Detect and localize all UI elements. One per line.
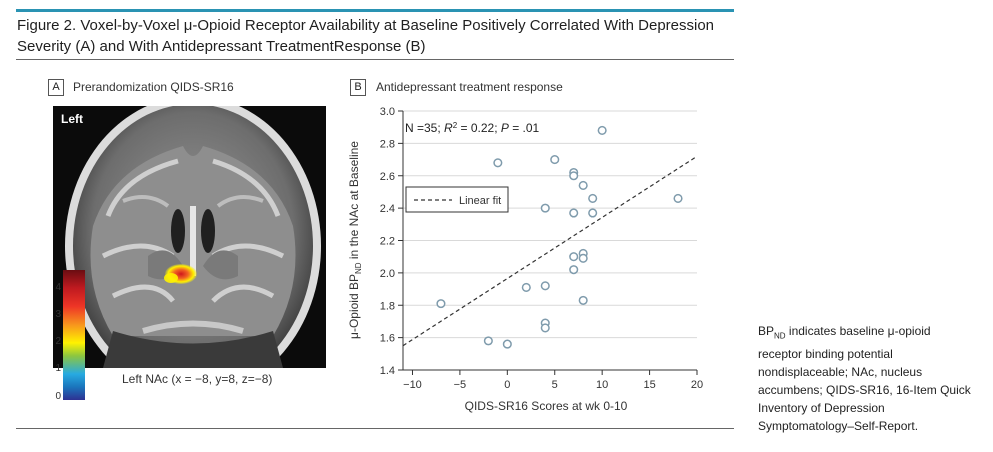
data-point (569, 252, 579, 262)
annotation-p-label: P (501, 121, 509, 135)
x-tick-label: −5 (454, 379, 467, 391)
data-point (569, 208, 579, 218)
x-tick-label: 10 (596, 379, 608, 391)
colorbar (63, 270, 85, 400)
footnote-bp: BP (758, 324, 775, 338)
brain-mri-drawing (65, 106, 321, 368)
data-point (521, 282, 531, 292)
data-point (540, 203, 550, 213)
point-layer (436, 125, 683, 349)
x-tick-label: 5 (552, 379, 558, 391)
data-point (578, 253, 588, 263)
x-tick-label: −10 (403, 379, 422, 391)
y-tick-label: 2.2 (380, 236, 395, 248)
data-point (588, 193, 598, 203)
y-tick-label: 2.0 (380, 268, 395, 280)
x-axis-label: QIDS-SR16 Scores at wk 0-10 (465, 399, 628, 413)
title-top-rule (16, 9, 734, 12)
title-bottom-rule (16, 59, 734, 60)
axis-layer: 1.4 1.6 1.8 2.0 2.2 2.4 2.6 2.8 3.0 −10 −5 0 5 10 15 20 (380, 106, 703, 391)
data-point (550, 155, 560, 165)
colorbar-tick-4: 4 (55, 282, 61, 293)
y-tick-label: 2.8 (380, 138, 395, 150)
stats-annotation: N =35; R2 = 0.22; P = .01 (405, 121, 540, 136)
x-tick-label: 0 (504, 379, 510, 391)
data-point (569, 265, 579, 275)
data-point (569, 171, 579, 181)
data-point (578, 295, 588, 305)
annotation-p-value: = .01 (509, 121, 540, 135)
panel-b-label: Antidepressant treatment response (376, 80, 563, 94)
y-axis-label: μ-Opioid BPND in the NAc at Baseline (347, 141, 363, 339)
y-tick-label: 1.8 (380, 300, 395, 312)
panel-b-letter: B (350, 79, 366, 96)
y-tick-label: 2.4 (380, 203, 395, 215)
x-tick-label: 15 (643, 379, 655, 391)
panel-a-caption: Left NAc (x = −8, y=8, z=−8) (122, 372, 273, 386)
figure-title: Figure 2. Voxel-by-Voxel μ-Opioid Recept… (17, 15, 737, 57)
annotation-n: N =35; (405, 121, 444, 135)
data-point (540, 323, 550, 333)
data-point (673, 193, 683, 203)
figure-title-line-2: Severity (A) and With Antidepressant Tre… (17, 38, 426, 55)
figure-footnote: BPND indicates baseline μ-opioid recepto… (758, 322, 973, 435)
legend: Linear fit (405, 186, 509, 213)
orientation-label: Left (61, 112, 83, 126)
brain-mri-image: Left (53, 106, 326, 368)
data-point (597, 125, 607, 135)
y-tick-label: 3.0 (380, 106, 395, 118)
annotation-r2-value: = 0.22; (457, 121, 501, 135)
linear-fit-line (402, 155, 698, 347)
colorbar-tick-3: 3 (55, 309, 61, 320)
panel-a-letter: A (48, 79, 64, 96)
colorbar-tick-0: 0 (55, 391, 61, 402)
colorbar-tick-1: 1 (55, 363, 61, 374)
y-axis-label-sub: ND (354, 262, 363, 274)
y-axis-label-suffix: in the NAc at Baseline (347, 141, 361, 263)
data-point (483, 336, 493, 346)
data-point (578, 180, 588, 191)
footnote-bp-sub: ND (774, 331, 786, 341)
figure-title-line-1: Figure 2. Voxel-by-Voxel μ-Opioid Recept… (17, 17, 715, 34)
annotation-r2-label: R (444, 121, 453, 135)
data-point (502, 339, 512, 349)
y-tick-label: 1.6 (380, 333, 395, 345)
panel-a-label: Prerandomization QIDS-SR16 (73, 80, 234, 94)
grid-layer (403, 110, 697, 371)
data-point (540, 281, 550, 291)
y-tick-label: 1.4 (380, 365, 395, 377)
data-point (493, 158, 503, 168)
footnote-text: indicates baseline μ-opioid receptor bin… (758, 324, 971, 434)
figure-bottom-rule (16, 428, 734, 429)
y-axis-label-prefix: μ-Opioid BP (347, 274, 361, 339)
data-point (436, 299, 446, 309)
legend-label: Linear fit (459, 195, 501, 207)
colorbar-tick-2: 2 (55, 336, 61, 347)
data-point (588, 208, 598, 218)
x-tick-label: 20 (691, 379, 703, 391)
y-tick-label: 2.6 (380, 171, 395, 183)
